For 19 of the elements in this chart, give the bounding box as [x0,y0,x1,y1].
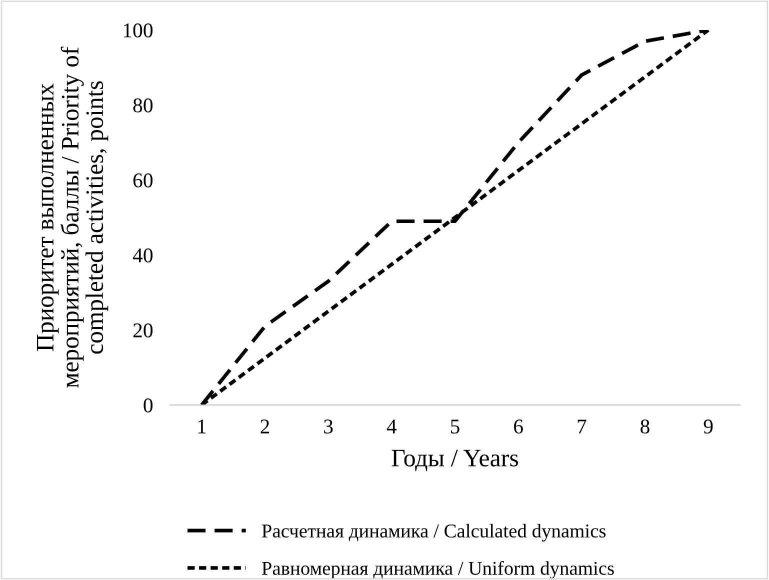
x-tick-label: 4 [386,420,397,434]
y-tick-label: 100 [124,23,153,38]
y-tick-label: 60 [133,173,153,188]
x-tick-label: 2 [260,420,270,434]
y-tick-label: 20 [133,323,153,338]
x-tick-label: 6 [514,420,523,434]
legend-label: Равномерная динамика / Uniform dynamics [262,561,614,579]
x-tick-label: 8 [640,419,650,434]
legend-label: Расчетная динамика / Calculated dynamics [262,524,606,542]
x-tick-label: 5 [451,420,460,434]
x-tick-label: 9 [704,420,713,434]
y-tick-label: 0 [144,398,153,412]
x-axis-title: Годы / Years [392,450,518,472]
y-tick-label: 80 [133,98,153,112]
x-tick-label: 1 [198,420,206,434]
y-tick-label: 40 [132,248,153,262]
x-tick-label: 3 [324,420,333,434]
x-tick-label: 7 [578,420,586,434]
y-axis-title: Приоритет выполненных мероприятий, баллы / Priority of completed activities, points [37,46,108,388]
